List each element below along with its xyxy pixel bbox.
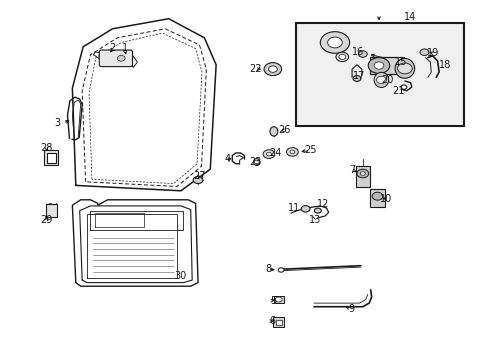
Text: 22: 22 xyxy=(248,64,261,74)
Text: 8: 8 xyxy=(264,264,270,274)
Circle shape xyxy=(373,62,383,69)
Circle shape xyxy=(275,297,282,302)
Bar xyxy=(44,150,58,165)
Text: 24: 24 xyxy=(268,148,281,158)
Bar xyxy=(355,166,369,187)
Text: 12: 12 xyxy=(316,199,328,210)
Bar xyxy=(273,317,284,327)
Circle shape xyxy=(397,63,411,74)
Circle shape xyxy=(338,54,345,59)
Bar xyxy=(275,320,281,325)
Circle shape xyxy=(301,206,309,212)
Circle shape xyxy=(335,52,348,62)
Text: 30: 30 xyxy=(173,271,186,282)
Circle shape xyxy=(352,76,360,81)
Circle shape xyxy=(356,169,368,178)
Bar xyxy=(273,296,283,303)
Text: 3: 3 xyxy=(55,118,61,128)
Bar xyxy=(369,189,384,207)
Text: 18: 18 xyxy=(438,60,450,70)
Circle shape xyxy=(117,55,125,61)
Text: 16: 16 xyxy=(351,47,364,57)
Bar xyxy=(295,23,463,126)
Circle shape xyxy=(314,208,321,213)
Circle shape xyxy=(376,76,386,84)
Ellipse shape xyxy=(394,58,414,78)
Circle shape xyxy=(268,66,277,72)
Text: 4: 4 xyxy=(224,154,230,165)
Circle shape xyxy=(360,172,365,175)
Text: 10: 10 xyxy=(379,194,392,204)
Ellipse shape xyxy=(269,127,277,136)
Circle shape xyxy=(358,51,366,57)
Circle shape xyxy=(193,176,203,184)
Circle shape xyxy=(371,192,382,200)
Ellipse shape xyxy=(253,158,260,166)
Circle shape xyxy=(320,32,349,53)
Text: 13: 13 xyxy=(308,215,321,225)
Ellipse shape xyxy=(373,72,388,87)
Text: 28: 28 xyxy=(40,143,53,153)
Text: 15: 15 xyxy=(394,57,407,67)
Text: 27: 27 xyxy=(193,171,205,181)
Text: 14: 14 xyxy=(403,12,415,22)
Bar xyxy=(370,57,401,74)
Text: 19: 19 xyxy=(426,48,438,58)
Circle shape xyxy=(264,63,281,76)
Circle shape xyxy=(278,268,284,272)
Text: 1: 1 xyxy=(122,42,127,53)
Text: 5: 5 xyxy=(269,296,275,306)
Bar xyxy=(46,204,57,217)
Text: 29: 29 xyxy=(40,215,53,225)
Text: 7: 7 xyxy=(348,165,354,175)
Circle shape xyxy=(327,37,342,48)
Circle shape xyxy=(286,148,298,156)
Text: 11: 11 xyxy=(287,203,300,213)
Circle shape xyxy=(254,160,259,164)
Circle shape xyxy=(289,150,294,154)
Circle shape xyxy=(263,150,274,158)
Text: 25: 25 xyxy=(304,145,316,156)
Bar xyxy=(47,153,56,163)
Circle shape xyxy=(266,152,271,156)
Circle shape xyxy=(419,49,428,55)
Text: 6: 6 xyxy=(269,316,275,326)
Text: 26: 26 xyxy=(278,125,290,135)
FancyBboxPatch shape xyxy=(99,50,132,67)
Text: 2: 2 xyxy=(109,42,115,53)
Text: 20: 20 xyxy=(381,75,393,85)
Text: 17: 17 xyxy=(352,71,365,81)
Text: 9: 9 xyxy=(347,303,353,314)
Text: 21: 21 xyxy=(391,86,404,96)
Circle shape xyxy=(367,58,389,73)
Text: 23: 23 xyxy=(248,157,261,167)
Circle shape xyxy=(400,85,406,89)
